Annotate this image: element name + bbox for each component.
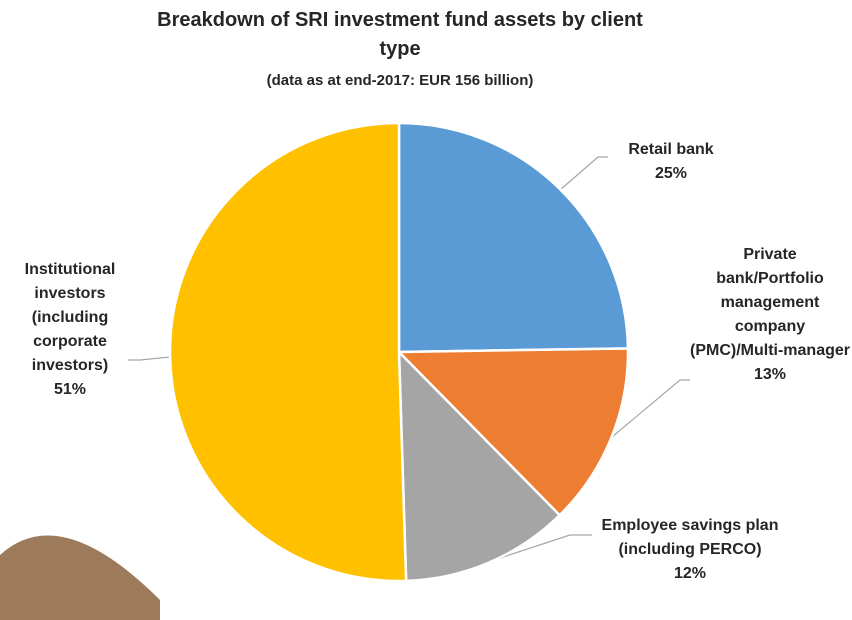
category-label: Retail bank bbox=[628, 141, 714, 158]
pie-slice bbox=[396, 347, 630, 517]
chart-subtitle: (data as at end-2017: EUR 156 billion) bbox=[266, 72, 534, 89]
data-label: Employee savings plan (including PERCO) 1… bbox=[600, 514, 780, 586]
data-label: Private bank/Portfolio management compan… bbox=[690, 243, 850, 387]
category-label: Employee savings plan (including PERCO) bbox=[601, 517, 779, 558]
category-label: Institutional investors (including corpo… bbox=[24, 261, 116, 374]
leader-lines bbox=[128, 156, 690, 561]
data-label: Retail bank 25% bbox=[596, 138, 746, 186]
data-label: Institutional investors (including corpo… bbox=[0, 258, 140, 402]
pie-slice bbox=[397, 121, 630, 354]
value-label: 51% bbox=[53, 381, 87, 398]
value-label: 12% bbox=[673, 565, 707, 582]
pie-slice bbox=[397, 348, 562, 583]
value-label: 13% bbox=[753, 366, 787, 383]
value-label: 25% bbox=[654, 165, 688, 182]
chart-title: Breakdown of SRI investment fund assets … bbox=[157, 9, 643, 60]
decoration bbox=[0, 535, 160, 620]
pie-slice bbox=[168, 121, 408, 583]
category-label: Private bank/Portfolio management compan… bbox=[690, 246, 850, 359]
